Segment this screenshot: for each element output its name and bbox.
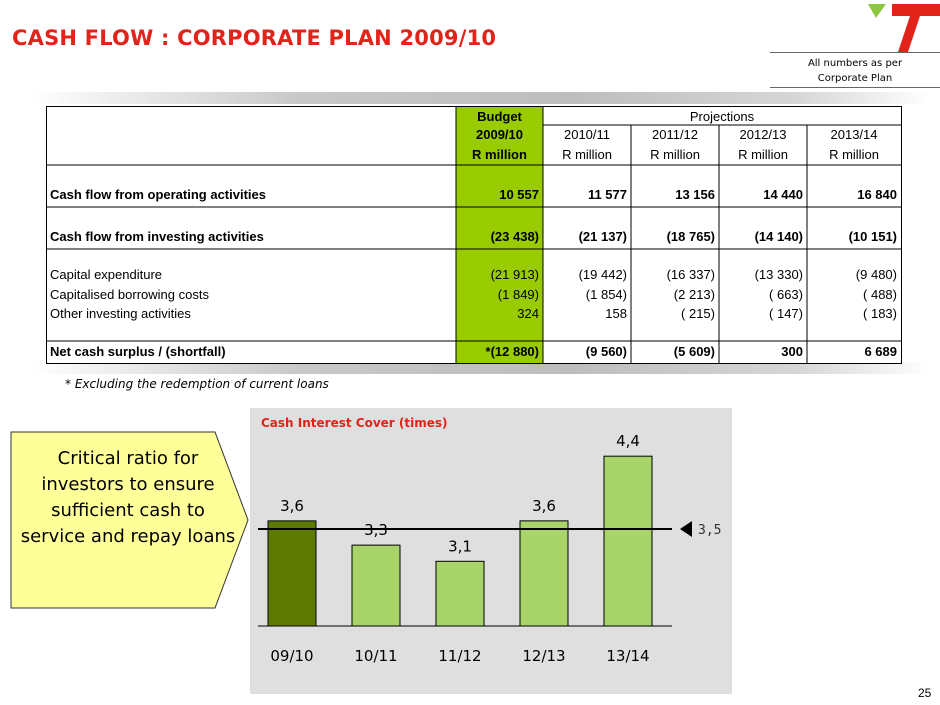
row-label-operating: Cash flow from operating activities xyxy=(50,187,266,202)
table-cell: ( 147) xyxy=(769,306,803,321)
table-cell: 158 xyxy=(605,306,627,321)
page-title: CASH FLOW : CORPORATE PLAN 2009/10 xyxy=(12,26,497,50)
unit-header: R million xyxy=(829,147,879,162)
row-label-investing: Cash flow from investing activities xyxy=(50,229,264,244)
numbers-note: All numbers as per Corporate Plan xyxy=(770,52,940,88)
chart-bar xyxy=(519,520,569,627)
note-line-2: Corporate Plan xyxy=(817,73,893,84)
callout-text: Critical ratio for investors to ensure s… xyxy=(20,448,236,547)
bar-value-label: 3,6 xyxy=(532,497,556,515)
table-cell: (2 213) xyxy=(673,287,715,302)
table-cell: ( 488) xyxy=(863,287,897,302)
row-label-net: Net cash surplus / (shortfall) xyxy=(50,344,226,359)
top-shadow-divider xyxy=(30,92,930,104)
table-cell: (9 480) xyxy=(855,267,897,282)
chart-title: Cash Interest Cover (times) xyxy=(261,416,448,430)
year-header: 2012/13 xyxy=(739,127,787,142)
bottom-shadow-divider xyxy=(30,362,930,374)
table-cell: (18 765) xyxy=(666,229,715,244)
chart-bar xyxy=(435,560,485,627)
chart-bar xyxy=(603,455,653,627)
row-label-borrowing: Capitalised borrowing costs xyxy=(50,287,209,302)
table-cell: 300 xyxy=(781,344,803,359)
bar-value-label: 3,1 xyxy=(448,537,472,555)
table-cell: (10 151) xyxy=(848,229,897,244)
table-cell: ( 663) xyxy=(769,287,803,302)
unit-header: R million xyxy=(650,147,700,162)
year-header: 2010/11 xyxy=(563,127,611,142)
chart-bar xyxy=(351,544,401,627)
table-cell: (14 140) xyxy=(754,229,803,244)
page-number: 25 xyxy=(918,686,932,700)
category-label: 10/11 xyxy=(354,647,397,665)
target-label: 3,5 xyxy=(698,523,721,538)
unit-header: R million xyxy=(738,147,788,162)
table-cell: *(12 880) xyxy=(485,344,539,359)
table-cell: (16 337) xyxy=(666,267,715,282)
table-cell: 16 840 xyxy=(857,187,897,202)
footnote: * Excluding the redemption of current lo… xyxy=(65,377,329,391)
category-label: 13/14 xyxy=(606,647,649,665)
table-cell: (1 854) xyxy=(585,287,627,302)
row-label-capex: Capital expenditure xyxy=(50,267,163,282)
table-cell: (21 913) xyxy=(490,267,539,282)
logo-red-shape xyxy=(892,4,940,52)
target-marker-icon xyxy=(680,520,692,537)
year-header: 2013/14 xyxy=(830,127,878,142)
budget-header: Budget xyxy=(477,109,522,124)
chart-bar xyxy=(267,520,317,627)
logo-green-triangle xyxy=(868,4,886,18)
table-cell: (13 330) xyxy=(754,267,803,282)
table-cell: ( 183) xyxy=(863,306,897,321)
callout-arrow-box xyxy=(10,431,249,609)
table-cell: (1 849) xyxy=(497,287,539,302)
budget-column-highlight xyxy=(456,107,543,363)
bar-value-label: 3,6 xyxy=(280,497,304,515)
table-cell: (23 438) xyxy=(490,229,539,244)
category-label: 12/13 xyxy=(522,647,565,665)
table-cell: (21 137) xyxy=(578,229,627,244)
budget-year-header: 2009/10 xyxy=(476,127,523,142)
category-label: 11/12 xyxy=(438,647,481,665)
budget-unit-header: R million xyxy=(472,147,527,162)
table-cell: 6 689 xyxy=(864,344,897,359)
cash-flow-table: Budget 2009/10 R million Projections 201… xyxy=(46,106,902,364)
table-cell: (5 609) xyxy=(673,344,715,359)
table-cell: 10 557 xyxy=(499,187,539,202)
table-cell: (19 442) xyxy=(578,267,627,282)
table-cell: 11 577 xyxy=(587,187,627,202)
projections-header: Projections xyxy=(689,109,755,124)
row-label-other: Other investing activities xyxy=(50,306,191,321)
table-cell: 324 xyxy=(517,306,539,321)
company-logo xyxy=(868,4,940,52)
bar-value-label: 4,4 xyxy=(616,432,640,450)
table-cell: ( 215) xyxy=(681,306,715,321)
unit-header: R million xyxy=(562,147,612,162)
bar-value-label: 3,3 xyxy=(364,521,388,539)
table-cell: 13 156 xyxy=(675,187,715,202)
note-line-1: All numbers as per xyxy=(807,58,903,69)
table-cell: 14 440 xyxy=(763,187,803,202)
category-label: 09/10 xyxy=(270,647,313,665)
table-grid-lines xyxy=(47,107,901,363)
table-cell: (9 560) xyxy=(585,344,627,359)
year-header: 2011/12 xyxy=(651,127,699,142)
